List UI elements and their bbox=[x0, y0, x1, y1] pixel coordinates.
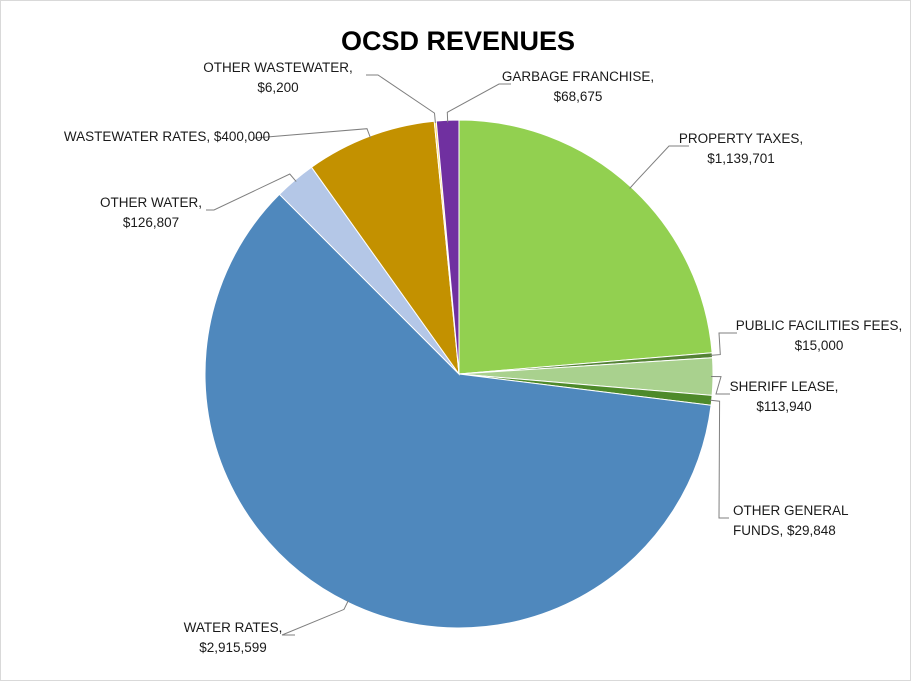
slice-labels: PROPERTY TAXES, $1,139,701 PUBLIC FACILITI… bbox=[64, 60, 902, 655]
slice-label: WATER RATES, $2,915,599 bbox=[184, 620, 283, 655]
slice-label: OTHER WATER, $126,807 bbox=[100, 195, 202, 230]
slice-name-label: SHERIFF LEASE, bbox=[730, 379, 839, 394]
leader-line bbox=[281, 600, 349, 636]
slice-name-label: OTHER WATER, bbox=[100, 195, 202, 210]
leader-line bbox=[629, 145, 689, 189]
slice-name-label: WATER RATES, bbox=[184, 620, 283, 635]
slice-label: PUBLIC FACILITIES FEES, $15,000 bbox=[736, 318, 903, 353]
pie-slices bbox=[204, 119, 714, 629]
leader-line bbox=[709, 399, 729, 519]
slice-value-label: $68,675 bbox=[554, 89, 603, 104]
slice-label: OTHER WASTEWATER, $6,200 bbox=[203, 60, 353, 95]
slice-property-taxes bbox=[458, 119, 713, 375]
slice-name-label: OTHER WASTEWATER, bbox=[203, 60, 353, 75]
slice-name-label: GARBAGE FRANCHISE, bbox=[502, 69, 654, 84]
chart-title: OCSD REVENUES bbox=[341, 26, 575, 56]
slice-value-label: $113,940 bbox=[756, 399, 811, 414]
leader-line bbox=[253, 128, 371, 139]
slice-value-label: $15,000 bbox=[795, 338, 844, 353]
leader-line bbox=[206, 173, 297, 211]
slice-label: GARBAGE FRANCHISE, $68,675 bbox=[502, 69, 654, 104]
slice-label: OTHER GENERAL FUNDS, $29,848 bbox=[733, 503, 849, 538]
leader-lines bbox=[206, 74, 737, 636]
slice-value-label: $1,139,701 bbox=[707, 151, 775, 166]
slice-value-label: FUNDS, $29,848 bbox=[733, 523, 836, 538]
leader-line bbox=[366, 74, 436, 124]
slice-value-label: $2,915,599 bbox=[199, 640, 267, 655]
slice-label: SHERIFF LEASE, $113,940 bbox=[730, 379, 839, 414]
slice-name-label: PUBLIC FACILITIES FEES, bbox=[736, 318, 903, 333]
slice-value-label: $6,200 bbox=[257, 80, 298, 95]
leader-line bbox=[446, 83, 511, 123]
slice-value-label: $126,807 bbox=[123, 215, 179, 230]
leader-line bbox=[710, 332, 737, 356]
slice-name-label: OTHER GENERAL bbox=[733, 503, 849, 518]
slice-name-label: PROPERTY TAXES, bbox=[679, 131, 803, 146]
slice-value-label: WASTEWATER RATES, $400,000 bbox=[64, 129, 270, 144]
slice-label: WASTEWATER RATES, $400,000 bbox=[64, 129, 270, 144]
leader-line bbox=[710, 376, 730, 395]
slice-label: PROPERTY TAXES, $1,139,701 bbox=[679, 131, 803, 166]
